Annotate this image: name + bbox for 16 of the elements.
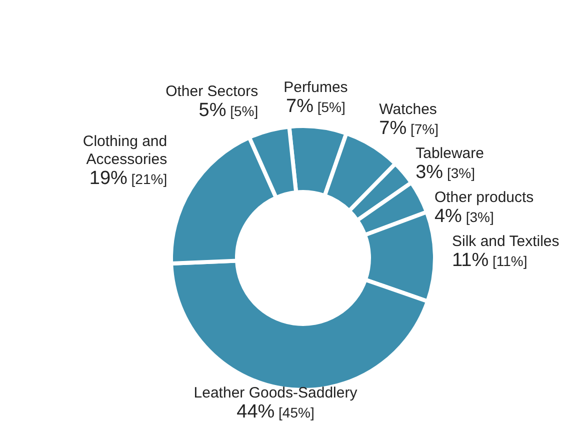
slice-label: Perfumes	[284, 79, 348, 96]
data-label: 19% [21%]	[89, 168, 168, 189]
slice-label: Clothing and Accessories	[82, 132, 168, 168]
slice-label: Watches	[379, 101, 437, 118]
data-label: 44% [45%]	[236, 401, 314, 422]
slice-label: Silk and Textiles	[452, 233, 560, 250]
data-label: 7% [7%]	[379, 118, 439, 140]
data-label: 11% [11%]	[452, 250, 528, 272]
slice-label: Leather Goods-Saddlery	[194, 384, 358, 402]
data-label: 3% [3%]	[416, 162, 475, 184]
slice-label: Other Sectors	[166, 83, 258, 100]
data-label: 7% [5%]	[286, 96, 346, 118]
slice-label: Tableware	[416, 145, 484, 162]
slice-label: Other products	[434, 189, 534, 206]
data-label: 5% [5%]	[198, 100, 258, 122]
data-label: 4% [3%]	[434, 206, 494, 228]
